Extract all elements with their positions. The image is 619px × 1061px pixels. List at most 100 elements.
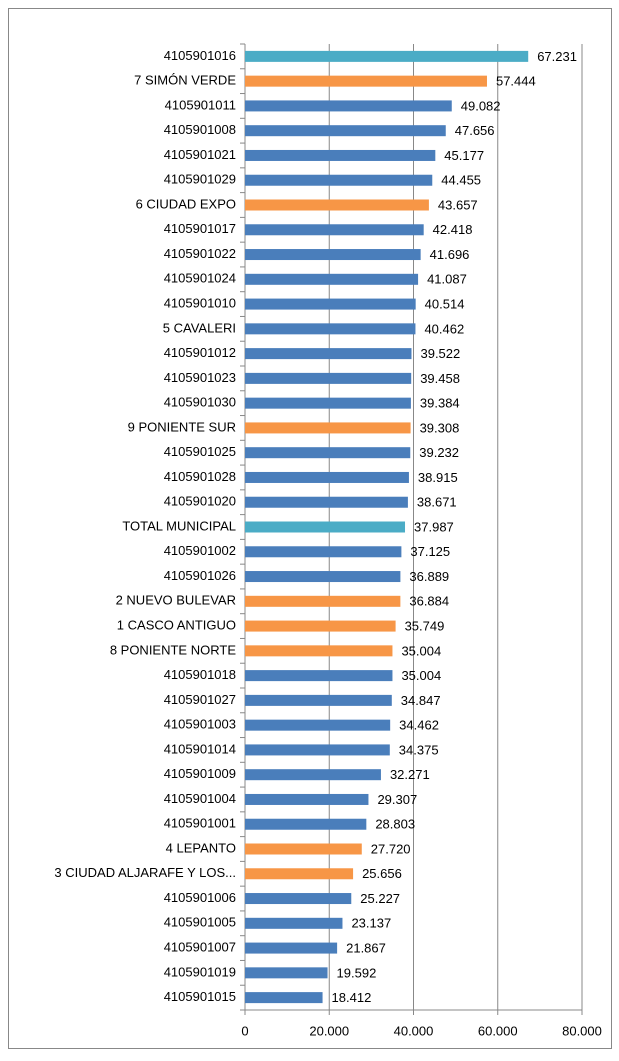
- y-tick-label: 4105901005: [164, 915, 236, 930]
- y-tick-label: 4105901020: [164, 494, 236, 509]
- value-label: 39.308: [420, 420, 460, 435]
- value-label: 39.522: [420, 346, 460, 361]
- y-tick-label: 4105901015: [164, 989, 236, 1004]
- y-tick-label: 2 NUEVO BULEVAR: [116, 593, 236, 608]
- bar: [245, 50, 529, 62]
- x-tick-label: 80.000: [562, 1023, 602, 1038]
- value-label: 36.884: [409, 594, 449, 609]
- bar: [245, 348, 412, 360]
- x-tick-label: 20.000: [309, 1023, 349, 1038]
- bar: [245, 942, 338, 954]
- y-tick-label: 1 CASCO ANTIGUO: [117, 618, 236, 633]
- value-label: 43.657: [438, 197, 478, 212]
- value-label: 23.137: [351, 916, 391, 931]
- bar: [245, 149, 436, 161]
- value-label: 29.307: [377, 792, 417, 807]
- value-label: 35.004: [401, 668, 441, 683]
- value-label: 42.418: [433, 222, 473, 237]
- value-label: 19.592: [337, 965, 377, 980]
- y-tick-label: 5 CAVALERI: [163, 320, 236, 335]
- y-tick-label: TOTAL MUNICIPAL: [122, 518, 236, 533]
- value-label: 39.458: [420, 371, 460, 386]
- value-label: 57.444: [496, 74, 536, 89]
- bar: [245, 546, 402, 558]
- bar: [245, 298, 416, 310]
- y-tick-label: 4105901006: [164, 890, 236, 905]
- y-tick-label: 4105901030: [164, 395, 236, 410]
- value-label: 38.671: [417, 495, 457, 510]
- bar: [245, 323, 416, 335]
- value-label: 25.227: [360, 891, 400, 906]
- y-tick-label: 4105901021: [164, 147, 236, 162]
- y-tick-label: 4105901010: [164, 296, 236, 311]
- y-tick-label: 4105901012: [164, 345, 236, 360]
- value-label: 18.412: [332, 990, 372, 1005]
- bar: [245, 372, 412, 384]
- y-tick-label: 9 PONIENTE SUR: [128, 419, 236, 434]
- y-tick-label: 8 PONIENTE NORTE: [110, 642, 237, 657]
- y-tick-label: 4105901014: [164, 741, 236, 756]
- y-tick-label: 4105901023: [164, 370, 236, 385]
- bar: [245, 744, 390, 756]
- bar: [245, 571, 401, 583]
- y-tick-label: 4 LEPANTO: [166, 840, 236, 855]
- bar: [245, 868, 354, 880]
- value-label: 34.847: [401, 693, 441, 708]
- value-label: 41.087: [427, 272, 467, 287]
- bar: [245, 125, 446, 137]
- x-tick-label: 0: [241, 1023, 248, 1038]
- x-tick-label: 60.000: [478, 1023, 518, 1038]
- value-label: 27.720: [371, 841, 411, 856]
- value-label: 44.455: [441, 173, 481, 188]
- bar: [245, 496, 408, 508]
- bar: [245, 992, 323, 1004]
- y-tick-label: 4105901022: [164, 246, 236, 261]
- value-label: 39.384: [420, 396, 460, 411]
- bar: [245, 917, 343, 929]
- y-tick-label: 4105901028: [164, 469, 236, 484]
- y-tick-label: 7 SIMÓN VERDE: [134, 73, 236, 88]
- y-tick-label: 4105901002: [164, 543, 236, 558]
- value-label: 37.987: [414, 519, 454, 534]
- bar: [245, 670, 393, 682]
- value-label: 45.177: [444, 148, 484, 163]
- value-label: 41.696: [430, 247, 470, 262]
- value-label: 35.749: [405, 619, 445, 634]
- y-tick-label: 4105901001: [164, 816, 236, 831]
- bar: [245, 397, 411, 409]
- bar: [245, 793, 369, 805]
- y-tick-label: 4105901011: [165, 97, 236, 112]
- value-label: 49.082: [461, 98, 501, 113]
- value-label: 21.867: [346, 941, 386, 956]
- bar: [245, 174, 433, 186]
- y-tick-label: 4105901026: [164, 568, 236, 583]
- value-label: 40.462: [424, 321, 464, 336]
- value-label: 47.656: [455, 123, 495, 138]
- y-tick-label: 4105901016: [164, 48, 236, 63]
- bar: [245, 818, 367, 830]
- y-tick-label: 4105901004: [164, 791, 236, 806]
- bar: [245, 521, 406, 533]
- y-tick-label: 4105901019: [164, 964, 236, 979]
- y-tick-label: 4105901018: [164, 667, 236, 682]
- bar: [245, 224, 424, 236]
- y-tick-label: 4105901017: [164, 221, 236, 236]
- value-label: 39.232: [419, 445, 459, 460]
- bar: [245, 422, 411, 434]
- bar: [245, 75, 487, 87]
- y-tick-label: 4105901027: [164, 692, 236, 707]
- bar: [245, 249, 421, 261]
- bar: [245, 719, 391, 731]
- bar: [245, 595, 401, 607]
- bar: [245, 967, 328, 979]
- bar: [245, 645, 393, 657]
- y-tick-label: 4105901008: [164, 122, 236, 137]
- value-label: 38.915: [418, 470, 458, 485]
- bar: [245, 769, 381, 781]
- value-label: 36.889: [409, 569, 449, 584]
- y-tick-label: 4105901029: [164, 172, 236, 187]
- y-tick-label: 4105901025: [164, 444, 236, 459]
- bar: [245, 694, 392, 706]
- bar: [245, 447, 411, 459]
